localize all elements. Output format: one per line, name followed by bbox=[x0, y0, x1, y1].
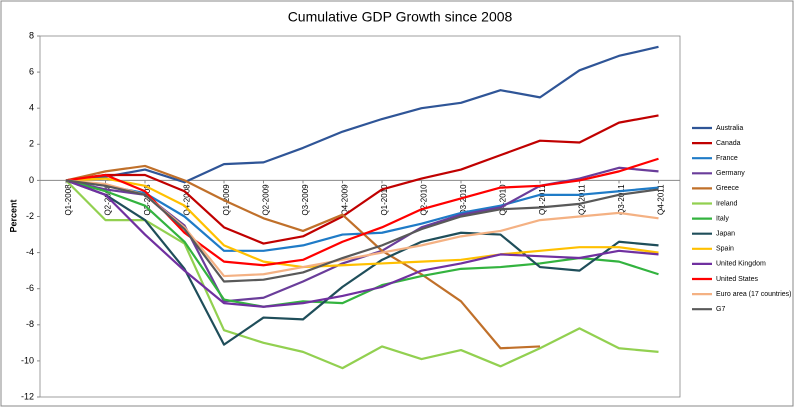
y-tick-label: 0 bbox=[29, 175, 34, 185]
x-tick-label: Q1-2011 bbox=[538, 184, 547, 215]
y-tick-label: -8 bbox=[26, 319, 34, 329]
legend-label: Italy bbox=[716, 215, 729, 222]
y-tick-label: -12 bbox=[21, 391, 34, 401]
y-tick-label: 4 bbox=[29, 103, 34, 113]
y-tick-label: -4 bbox=[26, 247, 34, 257]
x-tick-label: Q3-2010 bbox=[459, 184, 468, 216]
series-line bbox=[65, 177, 659, 269]
legend-label: Germany bbox=[716, 170, 745, 177]
legend-label: United States bbox=[716, 276, 759, 283]
x-tick-label: Q4-2011 bbox=[657, 184, 666, 215]
x-tick-label: Q2-2010 bbox=[420, 184, 429, 216]
chart-frame bbox=[0, 0, 794, 407]
y-axis-label: Percent bbox=[8, 199, 18, 232]
x-tick-label: Q4-2008 bbox=[183, 184, 192, 216]
series-line bbox=[65, 179, 659, 370]
x-tick-label: Q3-2009 bbox=[301, 184, 310, 216]
legend-label: Greece bbox=[716, 185, 739, 192]
y-tick-label: -2 bbox=[26, 211, 34, 221]
x-tick-label: Q1-2008 bbox=[64, 184, 73, 216]
x-tick-label: Q4-2010 bbox=[499, 184, 508, 216]
series-line bbox=[65, 179, 659, 308]
x-tick-label: Q3-2008 bbox=[143, 184, 152, 216]
legend-label: G7 bbox=[716, 306, 725, 313]
series-line bbox=[65, 179, 659, 308]
legend-label: Australia bbox=[716, 125, 743, 132]
series-line bbox=[65, 45, 659, 184]
x-tick-label: Q3-2011 bbox=[617, 184, 626, 215]
legend-label: Ireland bbox=[716, 200, 738, 207]
series-line bbox=[65, 179, 659, 283]
y-tick-label: -10 bbox=[21, 355, 34, 365]
y-tick-label: 2 bbox=[29, 139, 34, 149]
y-tick-label: 8 bbox=[29, 30, 34, 40]
chart-title: Cumulative GDP Growth since 2008 bbox=[288, 9, 513, 25]
y-tick-label: 6 bbox=[29, 66, 34, 76]
x-tick-label: Q2-2008 bbox=[104, 184, 113, 216]
y-tick-label: -6 bbox=[26, 283, 34, 293]
legend-label: United Kingdom bbox=[716, 261, 766, 268]
x-tick-label: Q1-2009 bbox=[222, 184, 231, 216]
x-tick-label: Q1-2010 bbox=[380, 184, 389, 216]
x-tick-label: Q4-2009 bbox=[341, 184, 350, 216]
legend-label: France bbox=[716, 155, 738, 162]
legend-label: Spain bbox=[716, 246, 734, 253]
series-line bbox=[65, 179, 659, 346]
x-tick-label: Q2-2009 bbox=[262, 184, 271, 216]
legend-label: Euro area (17 countries) bbox=[716, 291, 791, 298]
series-line bbox=[65, 114, 659, 245]
series-line bbox=[65, 164, 541, 350]
legend-label: Japan bbox=[716, 231, 735, 238]
x-tick-label: Q2-2011 bbox=[578, 184, 587, 215]
legend-label: Canada bbox=[716, 140, 741, 147]
